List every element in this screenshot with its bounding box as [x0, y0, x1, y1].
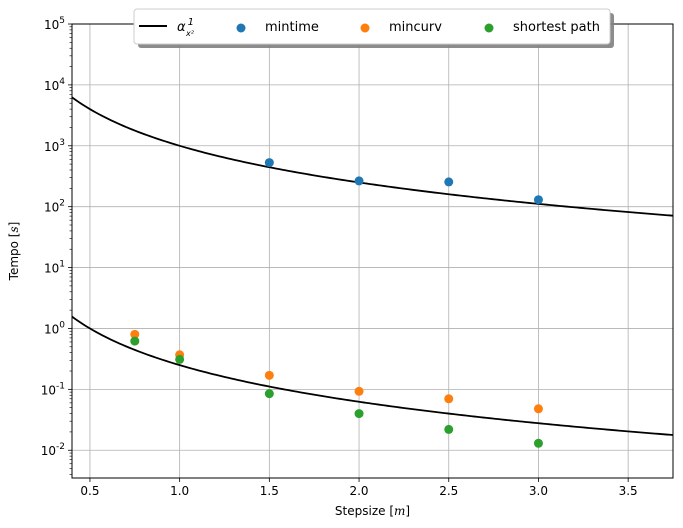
data-point-mintime — [354, 176, 364, 186]
x-tick-label: 1.5 — [260, 484, 279, 498]
data-point-mintime — [444, 177, 454, 187]
data-point-mincurv — [444, 394, 454, 404]
x-tick-label: 1.0 — [170, 484, 189, 498]
data-point-mintime — [264, 158, 274, 168]
x-tick-label: 2.0 — [349, 484, 368, 498]
legend-label-shortest-path: shortest path — [513, 20, 600, 35]
x-tick-label: 3.5 — [619, 484, 638, 498]
grid — [72, 23, 673, 478]
fit-curve — [72, 315, 673, 436]
legend: α 1 x² mintime mincurv shortest path — [133, 8, 614, 48]
axis-labels: Stepsize [m] Tempo [s] — [7, 222, 410, 518]
fit-curve — [72, 96, 673, 217]
data-point-mincurv — [533, 404, 543, 414]
data-point-shortest-path — [175, 354, 185, 364]
legend-marker-shortest-path — [484, 23, 494, 33]
data-point-mintime — [533, 195, 543, 205]
data-point-shortest-path — [533, 438, 543, 448]
legend-marker-mintime — [236, 23, 246, 33]
data-points — [130, 158, 543, 448]
fit-curves — [72, 96, 673, 436]
x-tick-label: 0.5 — [80, 484, 99, 498]
x-tick-label: 2.5 — [439, 484, 458, 498]
data-point-mincurv — [264, 370, 274, 380]
data-point-shortest-path — [264, 389, 274, 399]
legend-label-mintime: mintime — [265, 20, 319, 35]
data-point-mincurv — [130, 329, 140, 339]
x-axis-label: Stepsize [m] — [335, 504, 410, 518]
data-point-shortest-path — [354, 409, 364, 419]
y-axis-label: Tempo [s] — [7, 222, 21, 282]
legend-marker-mincurv — [360, 23, 370, 33]
x-tick-label: 3.0 — [529, 484, 548, 498]
data-point-shortest-path — [444, 424, 454, 434]
legend-label-mincurv: mincurv — [389, 20, 442, 35]
data-point-mincurv — [354, 386, 364, 396]
legend-box — [133, 8, 611, 45]
data-point-shortest-path — [130, 336, 140, 346]
